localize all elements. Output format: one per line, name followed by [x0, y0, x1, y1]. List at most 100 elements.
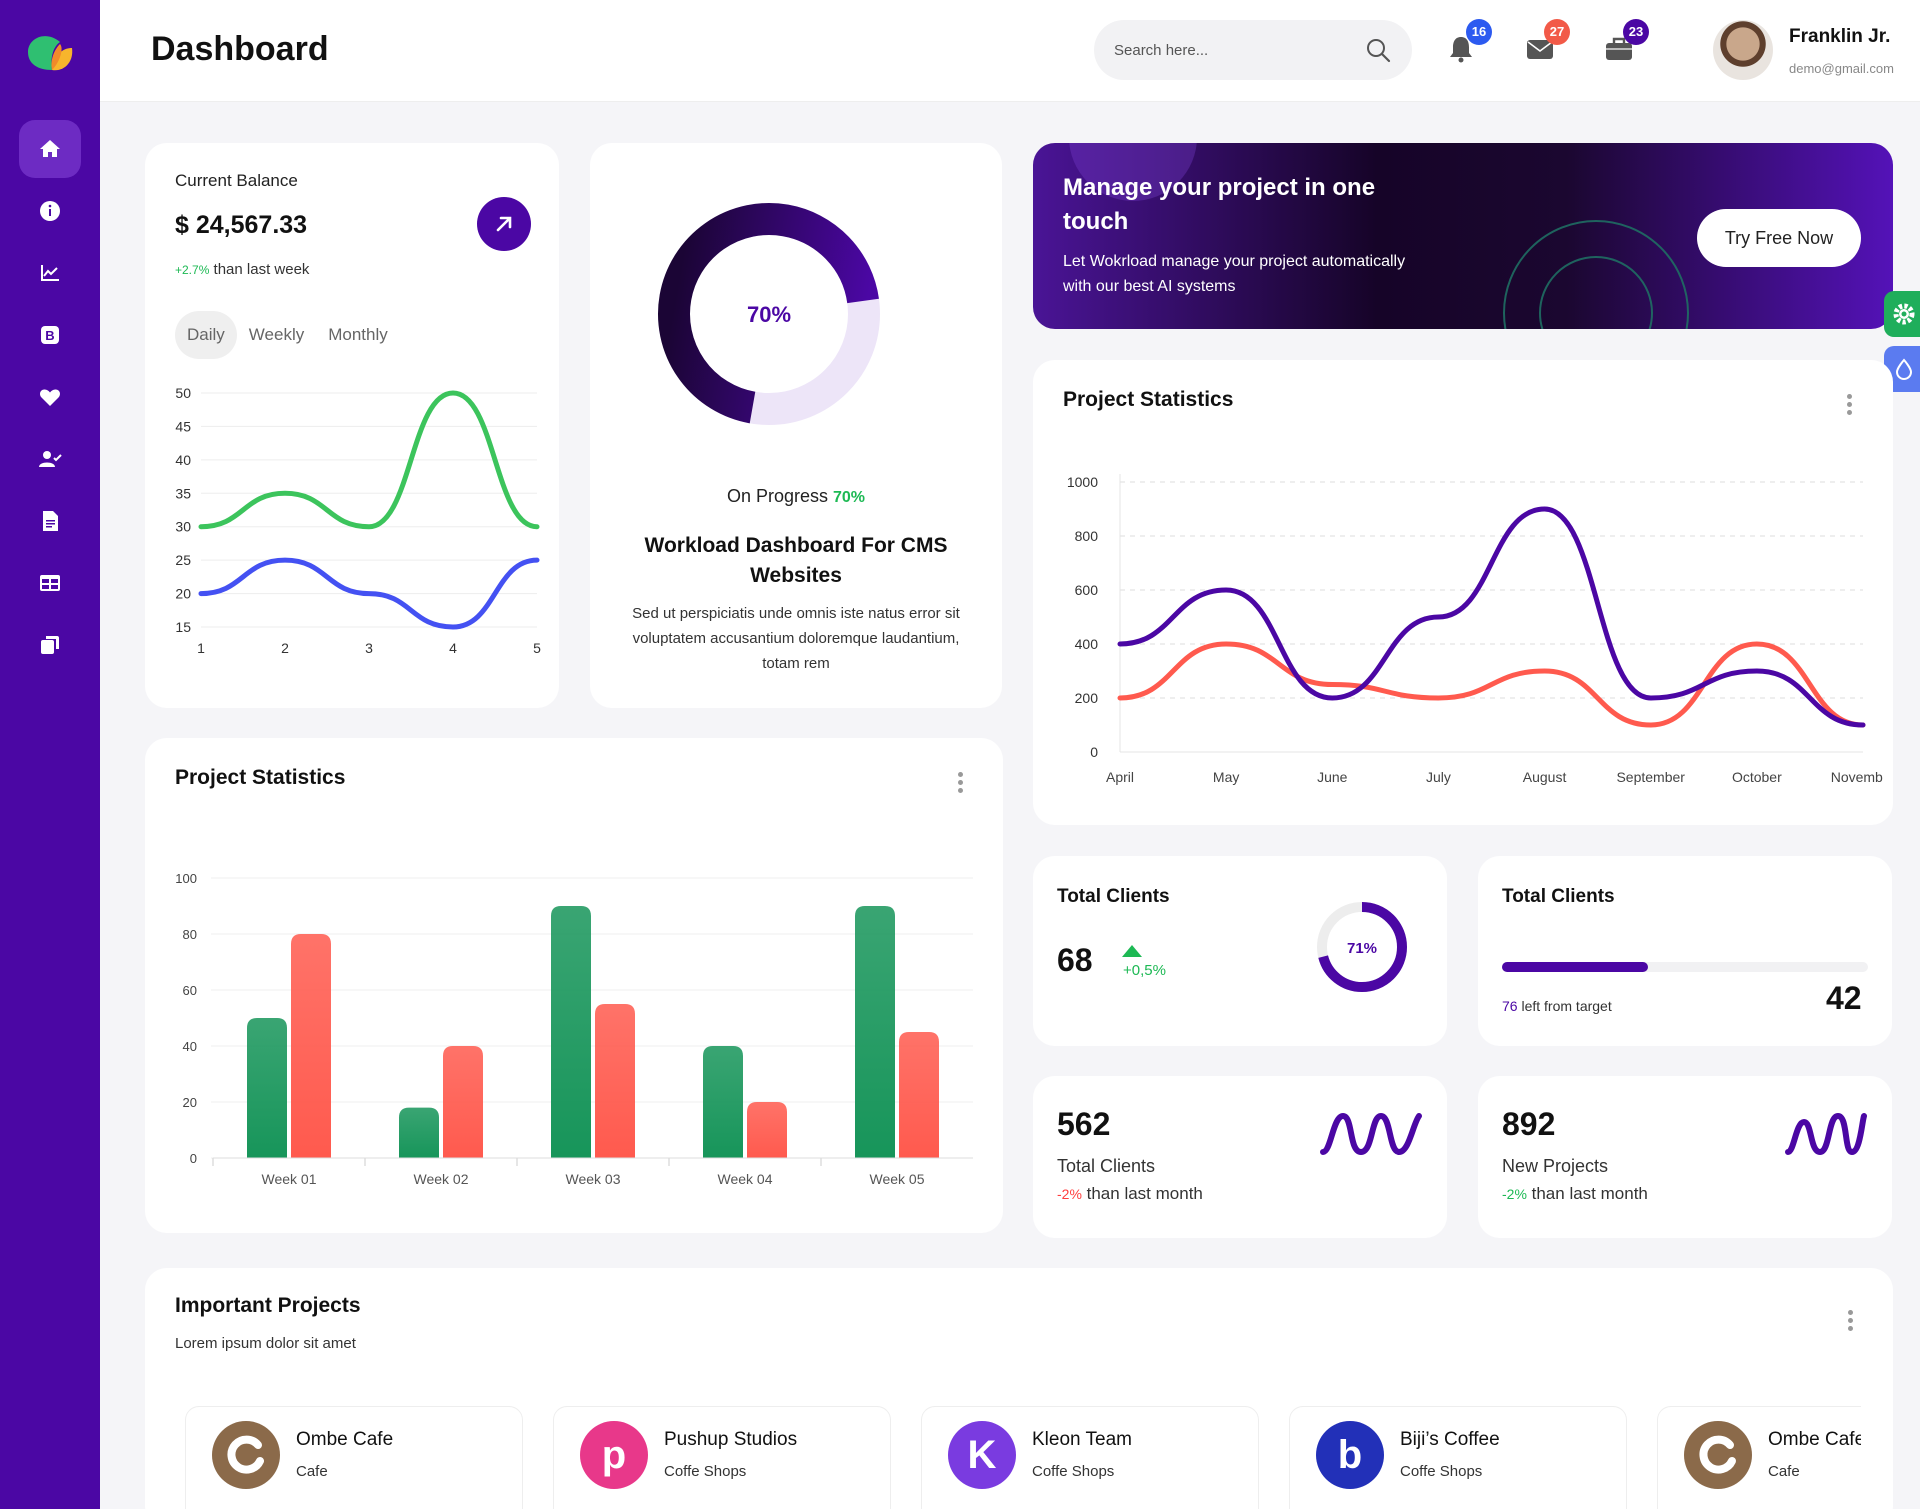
search-input[interactable]	[1114, 20, 1354, 80]
y-tick-label: 40	[175, 452, 191, 468]
sidebar-item-pages[interactable]	[19, 616, 81, 674]
mail-icon[interactable]	[1525, 34, 1555, 64]
left-from-target: 76 left from target	[1502, 998, 1612, 1014]
total-clients-ring-card: Total Clients 68 +0,5% 71%	[1033, 856, 1447, 1046]
project-item[interactable]: b Biji’s Coffee Coffe Shops	[1289, 1406, 1627, 1509]
triangle-up-icon	[1122, 945, 1142, 957]
workload-description: Sed ut perspiciatis unde omnis iste natu…	[632, 605, 960, 672]
total-clients-month-change: -2% than last month	[1057, 1184, 1203, 1204]
avatar[interactable]	[1713, 20, 1773, 80]
sidebar-item-info[interactable]	[19, 182, 81, 240]
project-category: Coffe Shops	[1032, 1463, 1115, 1480]
tab-daily[interactable]: Daily	[175, 311, 237, 359]
page-title: Dashboard	[151, 30, 329, 68]
total-clients-target-card: Total Clients 76 left from target 42	[1478, 856, 1892, 1046]
bar-series-1[interactable]	[899, 1032, 939, 1158]
more-options-icon[interactable]	[1847, 394, 1853, 418]
x-tick-label: Week 03	[566, 1171, 621, 1187]
y-tick-label: 15	[175, 619, 191, 635]
project-statistics-line-title: Project Statistics	[1063, 388, 1234, 411]
ring-percent-label: 71%	[1347, 940, 1377, 957]
important-projects-title: Important Projects	[175, 1294, 361, 1317]
project-statistics-line-chart: 0 200 400 600 800 1000 April May June July August S…	[1067, 474, 1883, 785]
target-progress-fill	[1502, 962, 1649, 972]
new-projects-change: -2% than last month	[1502, 1184, 1648, 1204]
bar-series-1[interactable]	[291, 934, 331, 1158]
sidebar-item-charts[interactable]	[19, 244, 81, 302]
bell-icon[interactable]	[1446, 34, 1476, 64]
search-box	[1094, 20, 1412, 80]
bar-series-0[interactable]	[551, 906, 591, 1158]
bootstrap-icon: B	[41, 326, 59, 344]
progress-donut: 70%	[658, 203, 880, 425]
more-options-icon[interactable]	[1848, 1310, 1854, 1334]
y-tick-label: 1000	[1067, 474, 1098, 490]
y-tick-label: 60	[183, 983, 197, 998]
series-line-1	[1117, 506, 1866, 728]
total-clients-change: +0,5%	[1123, 962, 1166, 979]
project-item[interactable]: Ombe Cafe Cafe	[1657, 1406, 1861, 1509]
settings-side-button[interactable]	[1884, 291, 1920, 337]
arrow-up-right-icon	[496, 216, 512, 232]
sidebar-item-home[interactable]	[19, 120, 81, 178]
sidebar-item-tables[interactable]	[19, 554, 81, 612]
total-clients-value: 68	[1057, 942, 1093, 978]
bijis-logo-icon: b	[1316, 1421, 1384, 1489]
project-item[interactable]: Ombe Cafe Cafe	[185, 1406, 523, 1509]
project-item[interactable]: K Kleon Team Coffe Shops	[921, 1406, 1259, 1509]
x-tick-label: Week 05	[870, 1171, 925, 1187]
sidebar-item-documents[interactable]	[19, 492, 81, 550]
x-tick-label: November	[1831, 769, 1883, 785]
bar-series-0[interactable]	[855, 906, 895, 1158]
sidebar-item-bootstrap[interactable]: B	[19, 306, 81, 364]
new-projects-label: New Projects	[1502, 1156, 1609, 1176]
bar-series-1[interactable]	[595, 1004, 635, 1158]
sidebar-nav: B	[0, 120, 100, 678]
x-tick-label: 2	[281, 640, 289, 656]
bell-badge: 16	[1466, 19, 1492, 45]
balance-value: $ 24,567.33	[175, 211, 308, 239]
progress-card: 70% On Progress 70% Workload Dashboard F…	[590, 143, 1002, 708]
total-clients-month-label: Total Clients	[1057, 1156, 1156, 1176]
y-tick-label: 100	[175, 871, 197, 886]
new-projects-card: 892 New Projects -2% than last month	[1478, 1076, 1892, 1238]
total-clients-title: Total Clients	[1057, 886, 1170, 907]
user-email: demo@gmail.com	[1789, 61, 1894, 76]
project-item[interactable]: p Pushup Studios Coffe Shops	[553, 1406, 891, 1509]
x-tick-label: 3	[365, 640, 373, 656]
workload-title: Workload Dashboard For CMS Websites	[644, 534, 948, 587]
search-icon[interactable]	[1364, 36, 1392, 64]
wave-icon	[1785, 1112, 1867, 1156]
project-statistics-bar-chart: 0 20 40 60 80 100 Week 01 Week 02 Week 03 Week 04…	[175, 871, 973, 1187]
copy-icon	[41, 636, 59, 654]
bar-series-0[interactable]	[399, 1107, 439, 1158]
app-logo-icon[interactable]	[24, 30, 76, 74]
user-name: Franklin Jr.	[1789, 26, 1891, 47]
y-tick-label: 20	[183, 1095, 197, 1110]
briefcase-icon[interactable]	[1604, 34, 1634, 64]
x-tick-label: July	[1426, 769, 1451, 785]
x-tick-label: August	[1523, 769, 1567, 785]
bar-series-0[interactable]	[703, 1046, 743, 1158]
balance-change: +2.7% than last week	[175, 261, 309, 278]
x-tick-label: October	[1732, 769, 1782, 785]
ombe-logo-icon	[212, 1421, 280, 1489]
x-tick-label: September	[1616, 769, 1685, 785]
target-value: 42	[1826, 980, 1862, 1016]
series-line-0	[198, 390, 540, 530]
tab-monthly[interactable]: Monthly	[328, 325, 388, 344]
bar-series-1[interactable]	[443, 1046, 483, 1158]
y-tick-label: 800	[1075, 528, 1099, 544]
bar-series-0[interactable]	[247, 1018, 287, 1158]
balance-open-button[interactable]	[477, 197, 531, 251]
project-category: Coffe Shops	[1400, 1463, 1483, 1480]
sidebar-item-favorites[interactable]	[19, 368, 81, 426]
tab-weekly[interactable]: Weekly	[248, 325, 305, 344]
project-category: Cafe	[296, 1463, 328, 1480]
more-options-icon[interactable]	[958, 772, 964, 796]
sidebar-item-users[interactable]	[19, 430, 81, 488]
bar-series-1[interactable]	[747, 1102, 787, 1158]
ring-fill	[1317, 902, 1407, 992]
total-clients-ring: 71%	[1317, 902, 1407, 992]
try-free-now-button[interactable]: Try Free Now	[1697, 209, 1861, 267]
